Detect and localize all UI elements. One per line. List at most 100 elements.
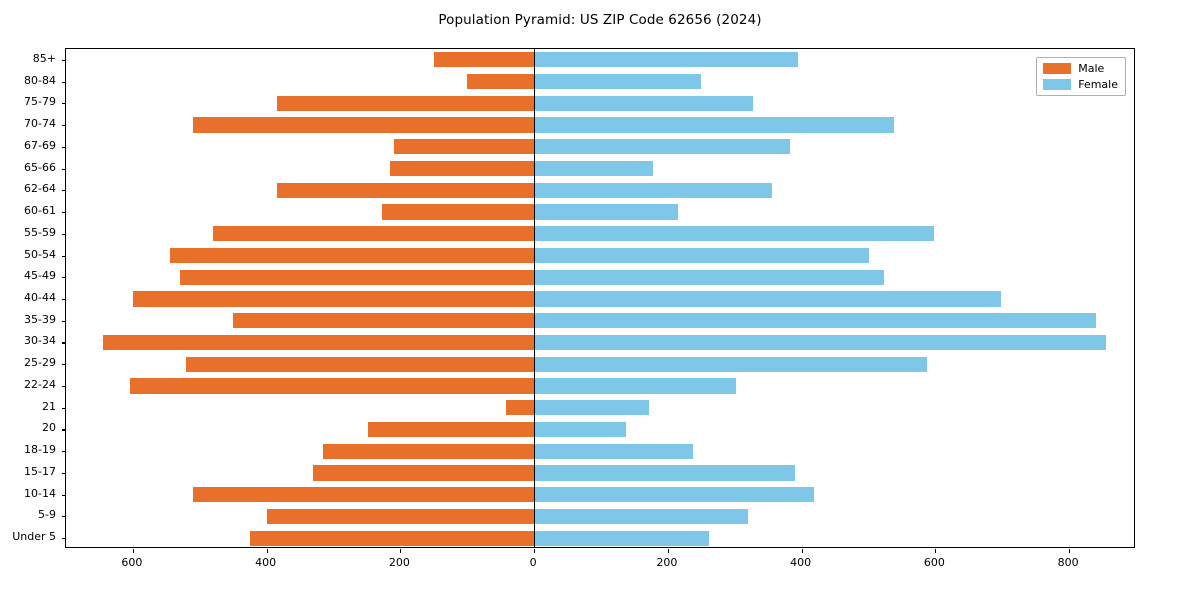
bar-row	[66, 421, 1134, 438]
y-tick-label: 67-69	[24, 138, 56, 152]
bar-female	[534, 313, 1096, 329]
bar-row	[66, 160, 1134, 177]
bar-row	[66, 291, 1134, 307]
bar-female	[534, 400, 650, 416]
y-tick-mark	[62, 320, 66, 322]
y-tick-label: 60-61	[24, 204, 56, 218]
y-tick-label: 40-44	[24, 291, 56, 304]
plot-area: Male Female	[62, 48, 1135, 553]
y-tick-label: 10-14	[24, 486, 56, 500]
y-tick-label: 22-24	[24, 377, 56, 391]
bar-female	[534, 378, 737, 394]
chart-title: Population Pyramid: US ZIP Code 62656 (2…	[438, 12, 762, 28]
bar-row	[66, 443, 1134, 459]
y-tick-label: 45-49	[24, 269, 56, 283]
bar-male	[266, 508, 535, 524]
y-tick-mark	[62, 451, 66, 453]
y-tick-mark	[62, 125, 66, 127]
bar-male	[393, 139, 535, 155]
bar-row	[66, 52, 1134, 68]
y-tick-mark	[62, 299, 66, 301]
bar-row	[66, 313, 1134, 329]
bar-male	[213, 226, 535, 242]
x-tick-mark	[534, 549, 536, 553]
x-tick-label: 200	[656, 556, 678, 569]
y-tick-mark	[62, 255, 66, 257]
y-tick-mark	[62, 233, 66, 235]
bar-row	[66, 400, 1134, 416]
bar-male	[193, 117, 535, 133]
bar-male	[506, 400, 535, 416]
y-tick-mark	[62, 146, 66, 148]
bar-row	[66, 247, 1134, 264]
y-tick-mark	[62, 364, 66, 366]
y-tick-label: 62-64	[24, 182, 56, 196]
y-tick-mark	[62, 212, 66, 214]
bar-male	[381, 204, 535, 220]
y-tick-mark	[62, 59, 66, 61]
legend-swatch	[1043, 79, 1072, 90]
bar-female	[534, 291, 1001, 307]
bar-female	[534, 74, 702, 90]
bar-row	[66, 334, 1134, 351]
y-tick-label: 55-59	[24, 225, 56, 239]
y-tick-mark	[62, 81, 66, 83]
x-tick-label: 400	[790, 556, 812, 569]
y-tick-label: 15-17	[24, 464, 56, 478]
y-tick-mark	[62, 168, 66, 170]
y-tick-label: 80-84	[24, 73, 56, 87]
bar-female	[534, 52, 799, 68]
zero-axis-line	[533, 49, 535, 547]
bar-female	[534, 139, 790, 155]
y-tick-label: 20	[42, 421, 56, 435]
bar-row	[66, 204, 1134, 220]
y-tick-label: 30-34	[24, 334, 56, 348]
bar-row	[66, 487, 1134, 503]
bar-female	[534, 204, 678, 220]
bar-female	[534, 117, 894, 133]
bar-male	[276, 95, 535, 111]
x-tick-label: 400	[255, 556, 277, 569]
y-tick-label: 85+	[32, 51, 56, 65]
bar-row	[66, 117, 1134, 133]
bar-female	[534, 356, 928, 372]
bar-row	[66, 378, 1134, 394]
y-tick-mark	[62, 190, 66, 192]
y-tick-label: 21	[42, 399, 56, 413]
bar-male	[179, 269, 535, 285]
bars-layer	[66, 49, 1134, 547]
legend-swatch	[1043, 63, 1072, 74]
y-tick-label: 18-19	[24, 443, 56, 457]
bar-male	[132, 291, 535, 307]
bar-male	[368, 421, 535, 438]
bar-male	[129, 378, 535, 394]
bar-female	[534, 334, 1106, 351]
chart-legend: Male Female	[1036, 57, 1126, 96]
x-tick-mark	[935, 549, 937, 553]
bar-female	[534, 269, 884, 285]
bar-row	[66, 508, 1134, 524]
bar-female	[534, 421, 627, 438]
y-tick-mark	[62, 385, 66, 388]
bar-row	[66, 139, 1134, 155]
bar-male	[169, 247, 535, 264]
y-tick-mark	[62, 429, 66, 431]
legend-entry: Male	[1043, 63, 1118, 74]
x-tick-label: 200	[388, 556, 410, 569]
y-tick-mark	[62, 407, 66, 409]
bar-male	[276, 182, 535, 198]
legend-label: Male	[1078, 62, 1105, 75]
y-tick-mark	[62, 277, 66, 279]
x-tick-mark	[266, 549, 268, 553]
bar-male	[313, 465, 535, 481]
bar-male	[467, 74, 535, 90]
y-tick-label: 5-9	[38, 508, 56, 522]
bar-male	[102, 334, 535, 351]
bar-female	[534, 530, 710, 546]
x-tick-mark	[667, 549, 669, 553]
y-tick-label: 75-79	[24, 95, 56, 109]
bar-row	[66, 74, 1134, 90]
x-tick-mark	[801, 549, 803, 553]
bar-female	[534, 226, 935, 242]
y-tick-label: 50-54	[24, 247, 56, 261]
